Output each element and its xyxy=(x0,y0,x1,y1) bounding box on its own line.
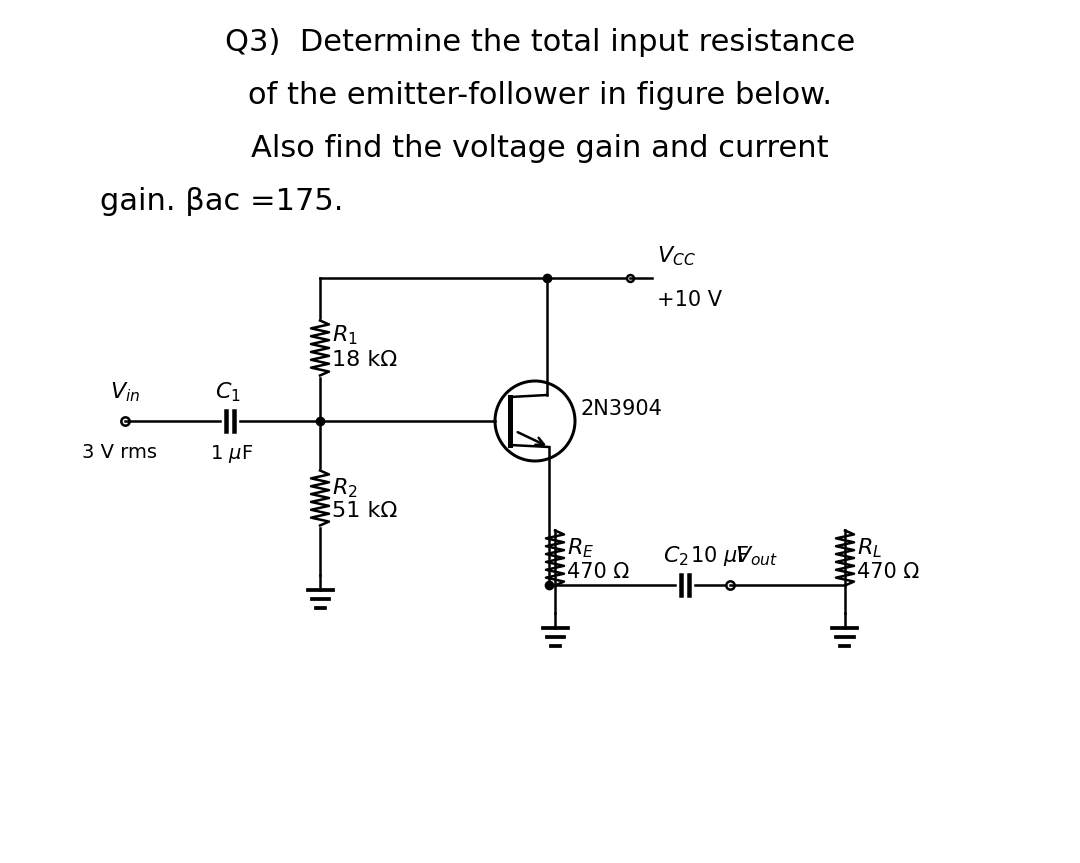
Text: 2N3904: 2N3904 xyxy=(580,399,662,419)
Text: $C_1$: $C_1$ xyxy=(215,381,241,404)
Text: $V_{in}$: $V_{in}$ xyxy=(110,381,140,404)
Text: 3 V rms: 3 V rms xyxy=(82,443,158,462)
Text: $R_L$: $R_L$ xyxy=(858,536,882,560)
Text: 1 $\mu$F: 1 $\mu$F xyxy=(211,443,254,465)
Text: $R_E$: $R_E$ xyxy=(567,536,594,560)
Text: 51 kΩ: 51 kΩ xyxy=(332,501,397,521)
Text: 470 Ω: 470 Ω xyxy=(858,562,919,582)
Text: 10 $\mu$F: 10 $\mu$F xyxy=(690,544,750,568)
Text: 18 kΩ: 18 kΩ xyxy=(332,350,397,370)
Text: gain. βac =175.: gain. βac =175. xyxy=(100,187,343,216)
Text: +10 V: +10 V xyxy=(657,290,723,310)
Text: $V_{CC}$: $V_{CC}$ xyxy=(657,244,696,268)
Text: $R_2$: $R_2$ xyxy=(332,476,357,500)
Text: Also find the voltage gain and current: Also find the voltage gain and current xyxy=(252,134,828,163)
Text: $C_2$: $C_2$ xyxy=(663,545,689,568)
Text: 470 Ω: 470 Ω xyxy=(567,562,630,582)
Text: $R_1$: $R_1$ xyxy=(332,324,357,347)
Text: of the emitter-follower in figure below.: of the emitter-follower in figure below. xyxy=(248,81,832,110)
Text: $V_{out}$: $V_{out}$ xyxy=(735,545,779,568)
Text: Q3)  Determine the total input resistance: Q3) Determine the total input resistance xyxy=(225,28,855,57)
